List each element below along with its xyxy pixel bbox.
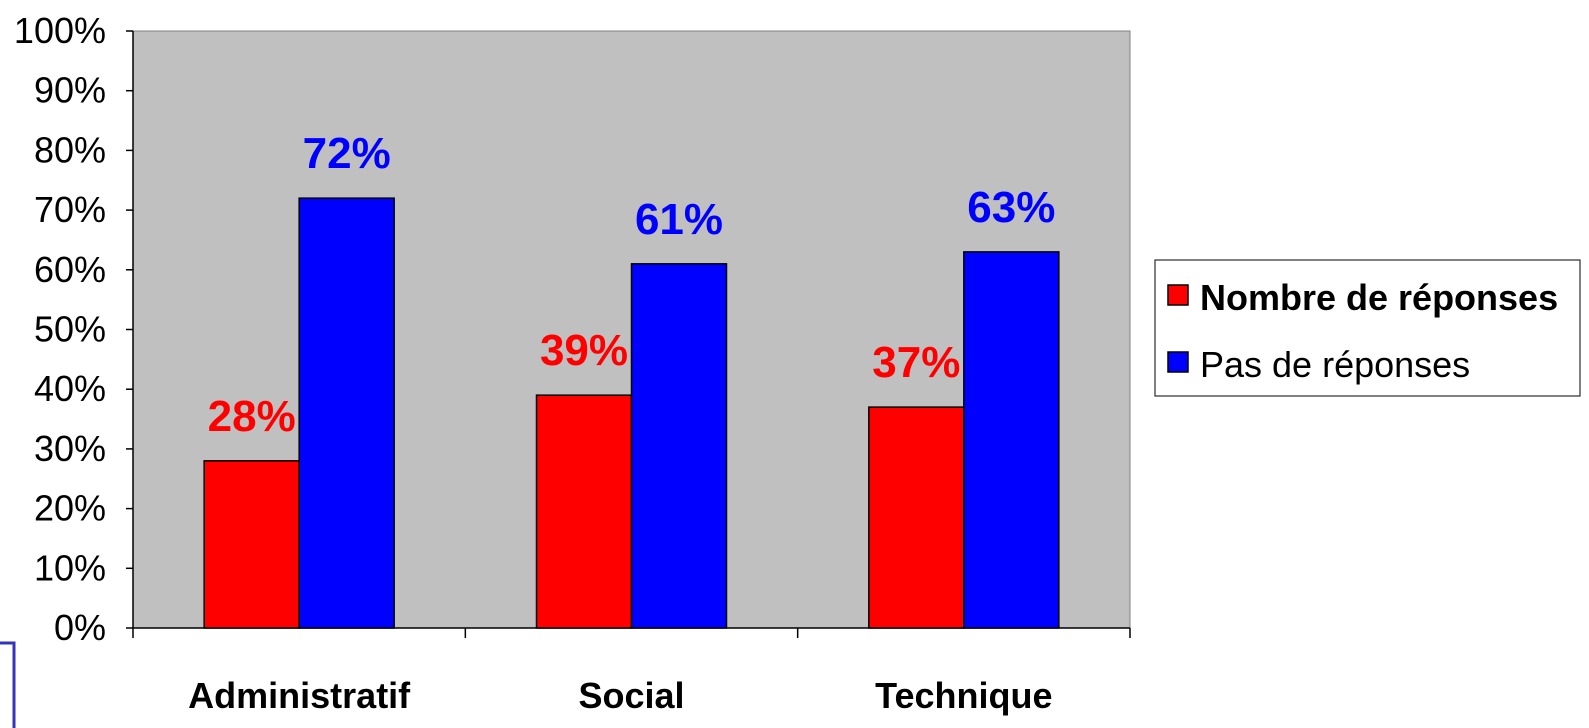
x-axis: Administratif Social Technique — [132, 627, 1131, 716]
x-tick-label: Technique — [875, 675, 1052, 716]
y-tick-label: 90% — [34, 70, 106, 111]
bar — [298, 197, 395, 629]
legend-label-pas-de-reponses: Pas de réponses — [1200, 344, 1470, 385]
legend-box — [1154, 259, 1581, 397]
bar — [630, 263, 728, 629]
data-labels: 28% 39% 37% 72% 61% 63% — [208, 129, 1056, 441]
legend: Nombre de réponses Pas de réponses — [1154, 259, 1581, 397]
bar — [203, 460, 300, 629]
data-label: 61% — [635, 195, 723, 244]
x-tick-label: Administratif — [188, 675, 411, 716]
slide-frame-decoration — [0, 641, 16, 728]
y-tick-label: 30% — [34, 428, 106, 469]
y-tick-label: 0% — [54, 607, 106, 648]
y-tick-label: 40% — [34, 368, 106, 409]
y-tick-label: 70% — [34, 189, 106, 230]
bar — [535, 394, 633, 629]
y-tick-label: 50% — [34, 309, 106, 350]
y-tick-label: 10% — [34, 547, 106, 588]
bar — [868, 406, 965, 629]
y-axis: 0% 10% 20% 30% 40% 50% 60% 70% 80% 90% 100% — [14, 10, 134, 648]
legend-swatch-nombre-de-reponses — [1167, 284, 1189, 306]
y-tick-label: 60% — [34, 249, 106, 290]
x-tick-label: Social — [578, 675, 684, 716]
bars — [203, 197, 1060, 629]
data-label: 39% — [540, 326, 628, 375]
data-label: 28% — [208, 392, 296, 441]
y-tick-label: 80% — [34, 129, 106, 170]
bar — [963, 251, 1060, 629]
data-label: 72% — [303, 129, 391, 178]
legend-swatch-pas-de-reponses — [1167, 351, 1189, 373]
y-tick-label: 20% — [34, 488, 106, 529]
data-label: 37% — [872, 338, 960, 387]
y-tick-label: 100% — [14, 10, 106, 51]
legend-label-nombre-de-reponses: Nombre de réponses — [1200, 277, 1558, 318]
data-label: 63% — [967, 183, 1055, 232]
